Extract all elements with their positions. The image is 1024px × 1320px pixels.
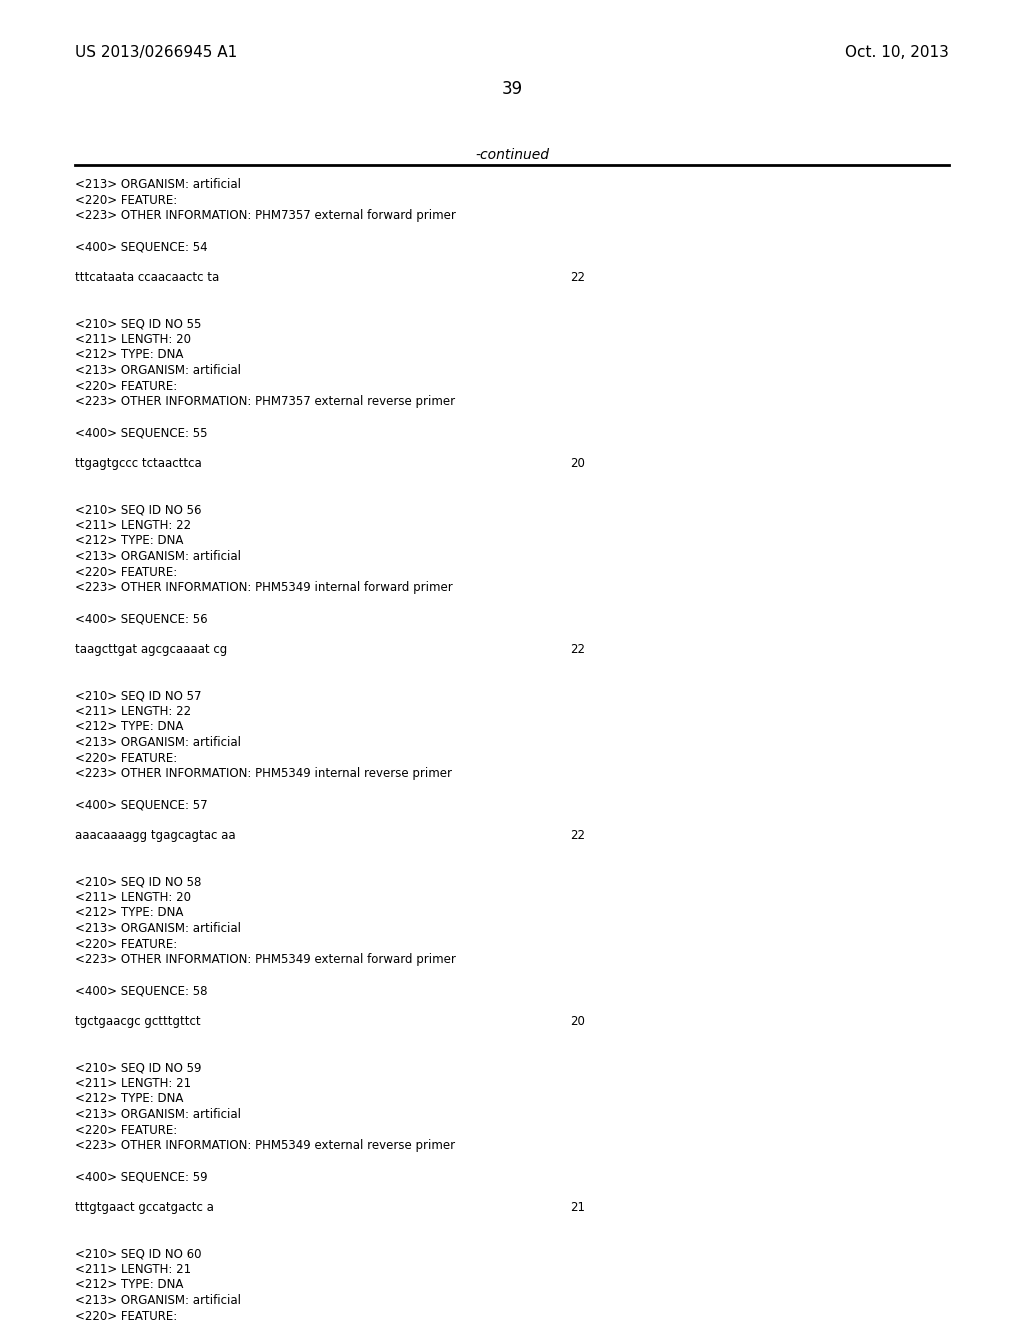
Text: <211> LENGTH: 20: <211> LENGTH: 20: [75, 333, 191, 346]
Text: <210> SEQ ID NO 60: <210> SEQ ID NO 60: [75, 1247, 202, 1261]
Text: 22: 22: [570, 643, 585, 656]
Text: taagcttgat agcgcaaaat cg: taagcttgat agcgcaaaat cg: [75, 643, 227, 656]
Text: <220> FEATURE:: <220> FEATURE:: [75, 937, 177, 950]
Text: <400> SEQUENCE: 59: <400> SEQUENCE: 59: [75, 1170, 208, 1183]
Text: <223> OTHER INFORMATION: PHM7357 external reverse primer: <223> OTHER INFORMATION: PHM7357 externa…: [75, 395, 455, 408]
Text: <210> SEQ ID NO 56: <210> SEQ ID NO 56: [75, 503, 202, 516]
Text: 39: 39: [502, 81, 522, 98]
Text: <220> FEATURE:: <220> FEATURE:: [75, 1123, 177, 1137]
Text: tttgtgaact gccatgactc a: tttgtgaact gccatgactc a: [75, 1201, 214, 1214]
Text: <213> ORGANISM: artificial: <213> ORGANISM: artificial: [75, 921, 241, 935]
Text: <212> TYPE: DNA: <212> TYPE: DNA: [75, 535, 183, 548]
Text: <213> ORGANISM: artificial: <213> ORGANISM: artificial: [75, 364, 241, 378]
Text: <213> ORGANISM: artificial: <213> ORGANISM: artificial: [75, 178, 241, 191]
Text: <213> ORGANISM: artificial: <213> ORGANISM: artificial: [75, 550, 241, 564]
Text: <223> OTHER INFORMATION: PHM5349 external forward primer: <223> OTHER INFORMATION: PHM5349 externa…: [75, 953, 456, 966]
Text: 22: 22: [570, 271, 585, 284]
Text: <220> FEATURE:: <220> FEATURE:: [75, 1309, 177, 1320]
Text: 22: 22: [570, 829, 585, 842]
Text: <212> TYPE: DNA: <212> TYPE: DNA: [75, 907, 183, 920]
Text: <223> OTHER INFORMATION: PHM5349 internal reverse primer: <223> OTHER INFORMATION: PHM5349 interna…: [75, 767, 452, 780]
Text: <220> FEATURE:: <220> FEATURE:: [75, 380, 177, 392]
Text: <400> SEQUENCE: 55: <400> SEQUENCE: 55: [75, 426, 208, 440]
Text: <223> OTHER INFORMATION: PHM5349 external reverse primer: <223> OTHER INFORMATION: PHM5349 externa…: [75, 1139, 455, 1152]
Text: <212> TYPE: DNA: <212> TYPE: DNA: [75, 1093, 183, 1106]
Text: 20: 20: [570, 1015, 585, 1028]
Text: <400> SEQUENCE: 57: <400> SEQUENCE: 57: [75, 799, 208, 810]
Text: <400> SEQUENCE: 54: <400> SEQUENCE: 54: [75, 240, 208, 253]
Text: <213> ORGANISM: artificial: <213> ORGANISM: artificial: [75, 737, 241, 748]
Text: <211> LENGTH: 22: <211> LENGTH: 22: [75, 519, 191, 532]
Text: <211> LENGTH: 21: <211> LENGTH: 21: [75, 1077, 191, 1090]
Text: Oct. 10, 2013: Oct. 10, 2013: [845, 45, 949, 59]
Text: <211> LENGTH: 20: <211> LENGTH: 20: [75, 891, 191, 904]
Text: <213> ORGANISM: artificial: <213> ORGANISM: artificial: [75, 1107, 241, 1121]
Text: <212> TYPE: DNA: <212> TYPE: DNA: [75, 721, 183, 734]
Text: 20: 20: [570, 457, 585, 470]
Text: <213> ORGANISM: artificial: <213> ORGANISM: artificial: [75, 1294, 241, 1307]
Text: <210> SEQ ID NO 57: <210> SEQ ID NO 57: [75, 689, 202, 702]
Text: <211> LENGTH: 21: <211> LENGTH: 21: [75, 1263, 191, 1276]
Text: <211> LENGTH: 22: <211> LENGTH: 22: [75, 705, 191, 718]
Text: <223> OTHER INFORMATION: PHM5349 internal forward primer: <223> OTHER INFORMATION: PHM5349 interna…: [75, 581, 453, 594]
Text: ttgagtgccc tctaacttca: ttgagtgccc tctaacttca: [75, 457, 202, 470]
Text: <220> FEATURE:: <220> FEATURE:: [75, 194, 177, 206]
Text: <223> OTHER INFORMATION: PHM7357 external forward primer: <223> OTHER INFORMATION: PHM7357 externa…: [75, 209, 456, 222]
Text: <400> SEQUENCE: 58: <400> SEQUENCE: 58: [75, 983, 208, 997]
Text: <400> SEQUENCE: 56: <400> SEQUENCE: 56: [75, 612, 208, 624]
Text: 21: 21: [570, 1201, 585, 1214]
Text: <210> SEQ ID NO 58: <210> SEQ ID NO 58: [75, 875, 202, 888]
Text: tgctgaacgc gctttgttct: tgctgaacgc gctttgttct: [75, 1015, 201, 1028]
Text: <220> FEATURE:: <220> FEATURE:: [75, 751, 177, 764]
Text: aaacaaaagg tgagcagtac aa: aaacaaaagg tgagcagtac aa: [75, 829, 236, 842]
Text: <210> SEQ ID NO 59: <210> SEQ ID NO 59: [75, 1061, 202, 1074]
Text: US 2013/0266945 A1: US 2013/0266945 A1: [75, 45, 238, 59]
Text: tttcataata ccaacaactc ta: tttcataata ccaacaactc ta: [75, 271, 219, 284]
Text: <210> SEQ ID NO 55: <210> SEQ ID NO 55: [75, 318, 202, 330]
Text: <212> TYPE: DNA: <212> TYPE: DNA: [75, 1279, 183, 1291]
Text: <212> TYPE: DNA: <212> TYPE: DNA: [75, 348, 183, 362]
Text: <220> FEATURE:: <220> FEATURE:: [75, 565, 177, 578]
Text: -continued: -continued: [475, 148, 549, 162]
